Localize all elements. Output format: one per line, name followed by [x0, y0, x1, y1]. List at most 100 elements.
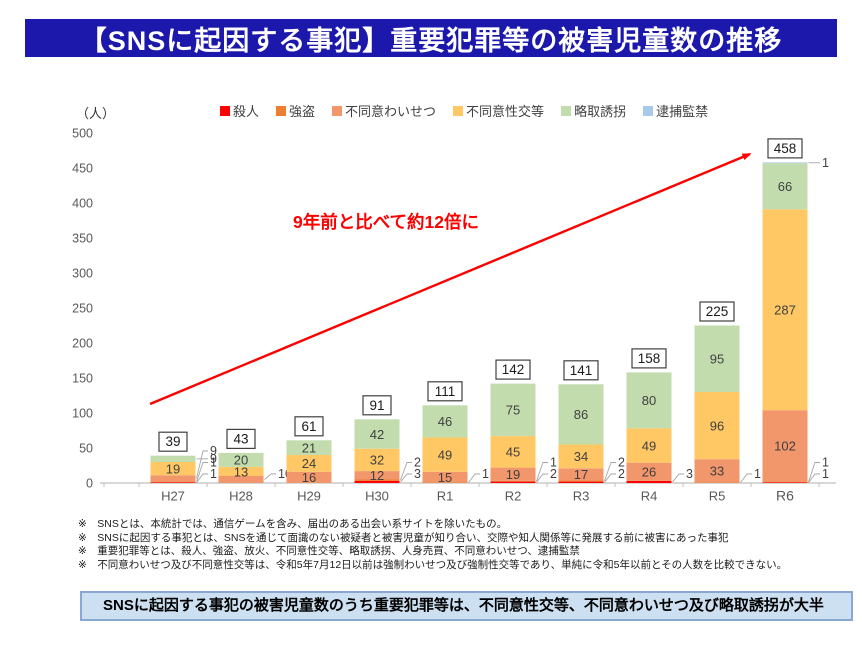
- callout-value-label: 2: [618, 456, 625, 470]
- bar-segment-不同意性交等-R1: [422, 437, 468, 472]
- bar-segment-不同意わいせつ-H30: [354, 471, 400, 480]
- y-axis-tick-label: 350: [72, 232, 93, 246]
- segment-value-label: 66: [778, 179, 792, 194]
- segment-value-label: 19: [166, 461, 180, 476]
- x-axis-label: R2: [505, 489, 522, 504]
- legend-item-不同意わいせつ: 不同意わいせつ: [332, 101, 436, 120]
- bar-segment-略取誘拐-H27: [150, 455, 196, 462]
- bar-segment-略取誘拐-H28: [218, 452, 264, 467]
- y-axis-tick-label: 150: [72, 372, 93, 386]
- callout-value-label: 1: [754, 467, 761, 481]
- bar-segment-殺人-R6: [762, 482, 808, 483]
- segment-value-label: 75: [506, 403, 520, 418]
- total-label-box: [362, 395, 392, 416]
- callout-leader-line: [740, 473, 752, 483]
- bar-segment-強盗-R6: [762, 481, 808, 483]
- bar-segment-不同意性交等-H27: [150, 462, 196, 476]
- legend-label: 略取誘拐: [574, 104, 627, 119]
- bar-segment-不同意性交等-H28: [218, 466, 264, 476]
- bar-segment-不同意性交等-R6: [762, 209, 808, 411]
- callout-leader-line: [196, 473, 208, 483]
- bar-segment-殺人-H30: [354, 480, 400, 483]
- callout-value-label: 3: [414, 467, 421, 481]
- total-label-box: [495, 359, 531, 380]
- legend-swatch-icon: [643, 105, 654, 116]
- y-axis-tick-label: 450: [72, 162, 93, 176]
- callout-value-label: 1: [822, 156, 829, 170]
- bar-segment-不同意わいせつ-H27: [150, 475, 196, 482]
- bar-segment-略取誘拐-R2: [490, 383, 536, 437]
- legend-swatch-icon: [220, 105, 230, 116]
- segment-value-label: 12: [370, 468, 384, 483]
- bar-H27: [150, 431, 208, 483]
- callout-leader-line: [604, 462, 616, 482]
- y-axis-tick-label: 100: [72, 407, 93, 421]
- legend-item-強盗: 強盗: [276, 101, 315, 120]
- segment-value-label: 17: [574, 467, 588, 482]
- bar-segment-強盗-H30: [354, 479, 400, 481]
- y-axis-tick-label: 400: [72, 197, 93, 211]
- trend-arrow: [149, 152, 752, 406]
- footnotes: ※ SNSとは、本統計では、通信ゲームを含み、届出のある出会い系サイトを除いたも…: [78, 518, 848, 572]
- segment-value-label: 287: [774, 303, 796, 318]
- callout-leader-line: [468, 473, 480, 483]
- total-label-box: [699, 301, 735, 322]
- callout-value-label: 1: [210, 467, 217, 481]
- total-value-label: 111: [435, 384, 456, 399]
- total-label-box: [563, 360, 599, 381]
- segment-value-label: 16: [302, 470, 316, 485]
- callout-value-label: 1: [550, 456, 557, 470]
- total-value-label: 61: [301, 419, 316, 434]
- stacked-bar-chart: 05010015020025030035040045050019911939H2…: [72, 127, 836, 504]
- x-axis-label: H28: [229, 489, 253, 504]
- bar-H28: [218, 428, 276, 483]
- callout-leader-line: [196, 462, 208, 483]
- legend-swatch-icon: [276, 105, 287, 116]
- callout-value-label: 9: [210, 452, 217, 466]
- segment-value-label: 80: [642, 393, 656, 408]
- total-label-box: [226, 428, 256, 449]
- segment-value-label: 45: [506, 445, 520, 460]
- page-title: 【SNSに起因する事犯】重要犯罪等の被害児童数の推移: [25, 19, 837, 57]
- segment-value-label: 102: [774, 439, 796, 454]
- legend-label: 強盗: [289, 104, 316, 119]
- bar-segment-不同意性交等-R4: [626, 428, 672, 463]
- callout-leader-line: [196, 450, 208, 479]
- total-label-box: [294, 416, 324, 437]
- bar-segment-強盗-R1: [422, 482, 468, 483]
- x-axis-label: H27: [161, 489, 185, 504]
- x-axis-label: R3: [573, 489, 590, 504]
- callout-value-label: 1: [822, 467, 829, 481]
- legend-item-不同意性交等: 不同意性交等: [453, 101, 544, 120]
- segment-value-label: 95: [710, 352, 724, 367]
- segment-value-label: 34: [574, 449, 588, 464]
- segment-value-label: 33: [710, 464, 724, 479]
- footnote-line: ※ 重要犯罪等とは、殺人、強盗、放火、不同意性交等、略取誘拐、人身売買、不同意わ…: [78, 545, 580, 557]
- x-axis-label: R5: [709, 489, 726, 504]
- x-axis-label: H30: [365, 489, 389, 504]
- segment-value-label: 96: [710, 418, 724, 433]
- bar-segment-略取誘拐-R6: [762, 163, 808, 210]
- total-value-label: 91: [369, 398, 384, 413]
- x-axis-label: R6: [776, 488, 794, 504]
- total-label-box: [427, 381, 463, 402]
- segment-value-label: 24: [302, 456, 316, 471]
- y-axis-tick-label: 250: [72, 302, 93, 316]
- bar-segment-強盗-R3: [558, 480, 604, 482]
- summary-box: SNSに起因する事犯の被害児童数のうち重要犯罪等は、不同意性交等、不同意わいせつ…: [80, 591, 853, 621]
- x-axis-label: H29: [297, 489, 321, 504]
- bar-R3: [558, 360, 616, 483]
- legend-item-殺人: 殺人: [220, 101, 259, 120]
- segment-value-label: 49: [642, 438, 656, 453]
- callout-value-label: 2: [618, 467, 625, 481]
- bar-segment-略取誘拐-R1: [422, 405, 468, 438]
- total-value-label: 43: [233, 431, 248, 446]
- callout-leader-line: [672, 473, 684, 483]
- total-value-label: 142: [502, 362, 525, 377]
- legend-swatch-icon: [561, 105, 572, 116]
- bar-R6: [762, 138, 820, 483]
- callout-leader-line: [604, 473, 616, 483]
- callout-leader-line: [808, 462, 820, 483]
- total-value-label: 141: [570, 363, 593, 378]
- footnote-line: ※ 不同意わいせつ及び不同意性交等は、令和5年7月12日以前は強制わいせつ及び強…: [78, 558, 788, 571]
